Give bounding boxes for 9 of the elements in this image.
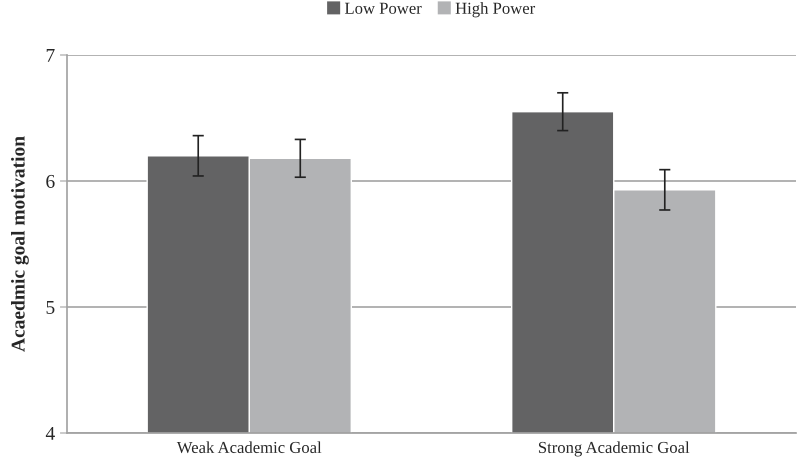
y-axis-title: Acaedmic goal motivation — [11, 136, 29, 352]
x-tick-label: Weak Academic Goal — [176, 441, 322, 454]
y-tick-label: 5 — [46, 301, 54, 314]
y-tick-label: 7 — [46, 49, 55, 62]
y-tick-label: 4 — [46, 426, 55, 440]
legend-label: High Power — [456, 2, 536, 18]
legend-label: Low Power — [344, 2, 422, 14]
x-tick-label: Strong Academic Goal — [538, 441, 690, 456]
y-tick-label: 6 — [46, 174, 55, 188]
